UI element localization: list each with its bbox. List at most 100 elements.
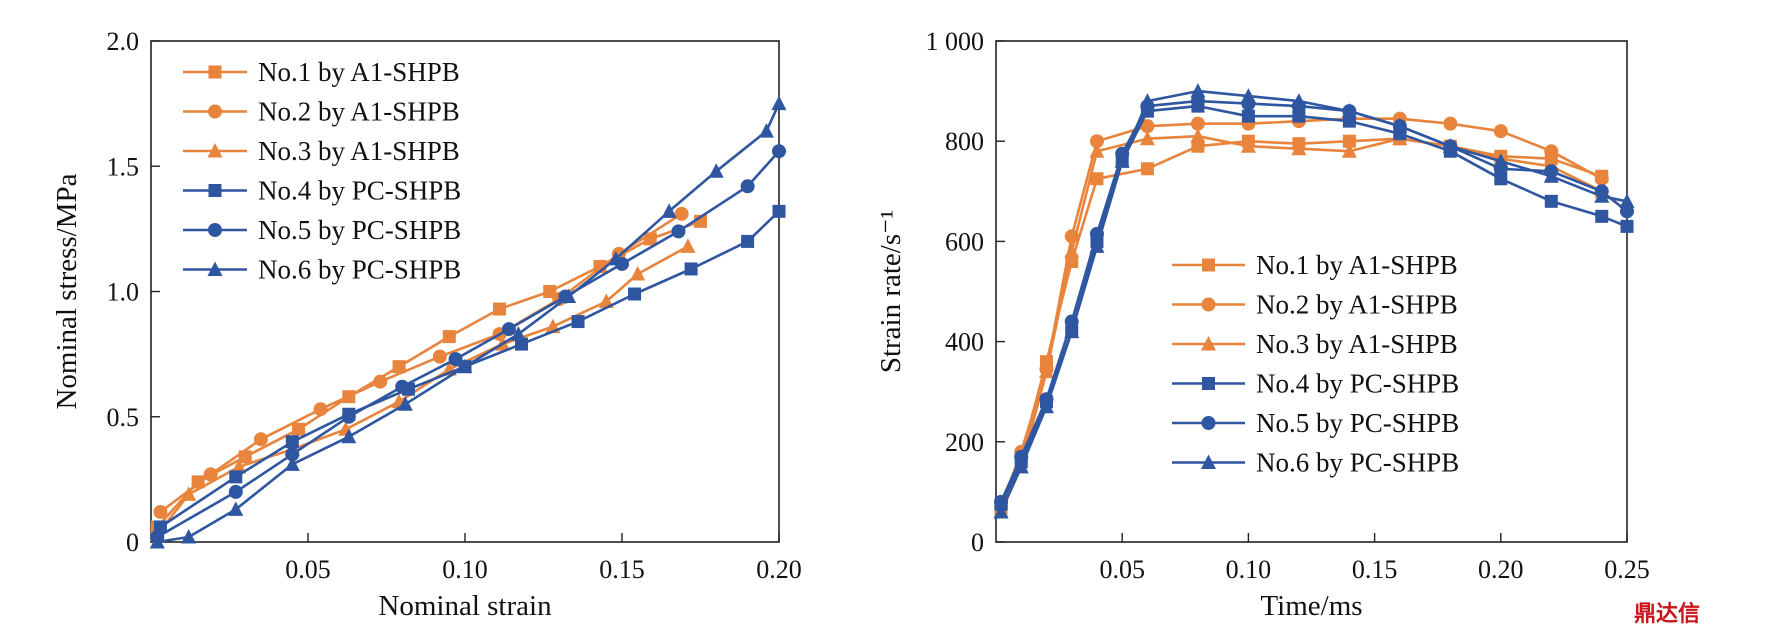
data-point <box>515 337 529 351</box>
data-point <box>771 95 787 111</box>
data-point <box>674 206 689 221</box>
data-point <box>1089 238 1105 253</box>
data-point <box>432 349 447 364</box>
data-point <box>1013 458 1029 474</box>
data-point <box>395 379 410 394</box>
series-5 <box>150 144 786 544</box>
y-tick-label: 0.5 <box>107 403 140 432</box>
data-point <box>608 250 624 266</box>
data-point <box>1619 193 1635 208</box>
data-point <box>1291 93 1307 108</box>
data-point <box>1241 109 1255 123</box>
legend-marker <box>208 104 222 119</box>
right-chart-strainrate-time: 0.05 0.10 0.15 0.20 0.25 0 200 400 600 800 1 000 Ti… <box>875 27 1650 622</box>
data-point <box>181 528 197 544</box>
data-point <box>1190 94 1205 109</box>
data-point <box>741 234 755 248</box>
series-line <box>159 212 683 513</box>
legend-label: No.6 by PC-SHPB <box>258 255 461 285</box>
data-point <box>1038 398 1054 414</box>
data-point <box>1443 116 1458 131</box>
legend-marker <box>1201 336 1216 351</box>
y-tick-label: 2.0 <box>107 27 140 56</box>
watermark-text: 鼎达信 <box>1634 601 1700 627</box>
series-6 <box>149 95 787 549</box>
data-point <box>680 238 696 253</box>
data-point <box>397 396 413 411</box>
data-point <box>684 262 698 276</box>
data-point <box>285 435 299 449</box>
x-tick-label: 0.05 <box>285 555 331 584</box>
legend-marker <box>1201 416 1216 430</box>
y-tick-label: 1.5 <box>107 152 140 181</box>
data-point <box>203 467 218 482</box>
left-chart-stress-strain: 0.05 0.10 0.15 0.20 0 0.5 1.0 1.5 2.0 Nominal str… <box>51 27 802 622</box>
series-5 <box>994 94 1634 509</box>
data-point <box>772 204 786 218</box>
data-point <box>1342 134 1356 148</box>
legend-label: No.5 by PC-SHPB <box>1256 408 1459 438</box>
data-point <box>1140 119 1155 134</box>
data-point <box>1064 323 1080 339</box>
x-tick-label: 0.10 <box>1226 555 1272 584</box>
legend-marker <box>207 143 223 158</box>
y-tick-label: 800 <box>945 127 984 156</box>
data-point <box>661 203 677 218</box>
data-point <box>598 293 614 309</box>
legend-marker <box>1202 258 1215 272</box>
legend-label: No.1 by A1-SHPB <box>1256 250 1458 280</box>
data-point <box>1191 139 1205 153</box>
data-point <box>1543 168 1559 183</box>
data-point <box>1190 83 1206 98</box>
data-point <box>543 285 557 298</box>
data-point <box>285 447 300 462</box>
data-point <box>571 315 585 329</box>
data-point <box>493 302 507 316</box>
legend-marker <box>1202 377 1215 390</box>
x-tick-label: 0.25 <box>1604 555 1650 584</box>
data-point <box>510 326 526 341</box>
data-point <box>153 504 168 519</box>
data-point <box>1114 153 1130 168</box>
x-tick-label: 0.20 <box>1478 555 1524 584</box>
data-point <box>1292 109 1306 123</box>
data-point <box>1595 209 1609 223</box>
x-tick-label: 0.20 <box>756 555 802 584</box>
data-point <box>772 144 786 159</box>
data-point <box>628 287 642 301</box>
series-2 <box>153 206 689 519</box>
y-tick-label: 400 <box>945 328 984 357</box>
data-point <box>1620 204 1634 219</box>
x-tick-label: 0.05 <box>1099 555 1145 584</box>
data-point <box>1038 363 1054 379</box>
data-point <box>1594 171 1609 186</box>
data-point <box>501 322 516 337</box>
data-point <box>1090 172 1104 186</box>
x-tick-label: 0.15 <box>1352 555 1398 584</box>
data-point <box>1240 88 1256 103</box>
legend-marker <box>208 184 222 197</box>
data-point <box>341 428 357 444</box>
data-point <box>993 503 1009 519</box>
series-6 <box>993 83 1635 519</box>
legend-label: No.2 by A1-SHPB <box>1256 290 1458 320</box>
series-line <box>157 103 781 544</box>
data-point <box>373 374 388 389</box>
legend-marker <box>208 65 222 79</box>
series-line <box>156 150 780 539</box>
x-tick-label: 0.10 <box>442 555 488 584</box>
data-point <box>341 409 356 424</box>
y-tick-label: 600 <box>945 227 984 256</box>
data-point <box>181 486 197 501</box>
data-point <box>457 358 473 374</box>
data-point <box>229 470 243 484</box>
legend-marker <box>1201 454 1216 469</box>
data-point <box>1240 138 1256 153</box>
data-point <box>1493 153 1509 168</box>
series-line <box>159 210 780 529</box>
data-point <box>1089 134 1104 149</box>
data-point <box>253 432 268 447</box>
y-tick-label: 1 000 <box>926 27 985 56</box>
data-point <box>1342 114 1356 128</box>
